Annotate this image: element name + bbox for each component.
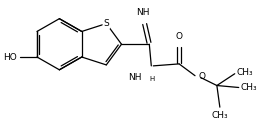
Text: O: O [199, 72, 206, 81]
Text: HO: HO [3, 52, 17, 61]
Text: H: H [149, 76, 155, 82]
Text: NH: NH [128, 73, 141, 82]
Text: O: O [176, 32, 183, 41]
Text: CH₃: CH₃ [237, 68, 253, 77]
Text: S: S [104, 19, 109, 28]
Text: CH₃: CH₃ [211, 111, 228, 120]
Text: CH₃: CH₃ [241, 83, 257, 92]
Text: NH: NH [137, 8, 150, 17]
